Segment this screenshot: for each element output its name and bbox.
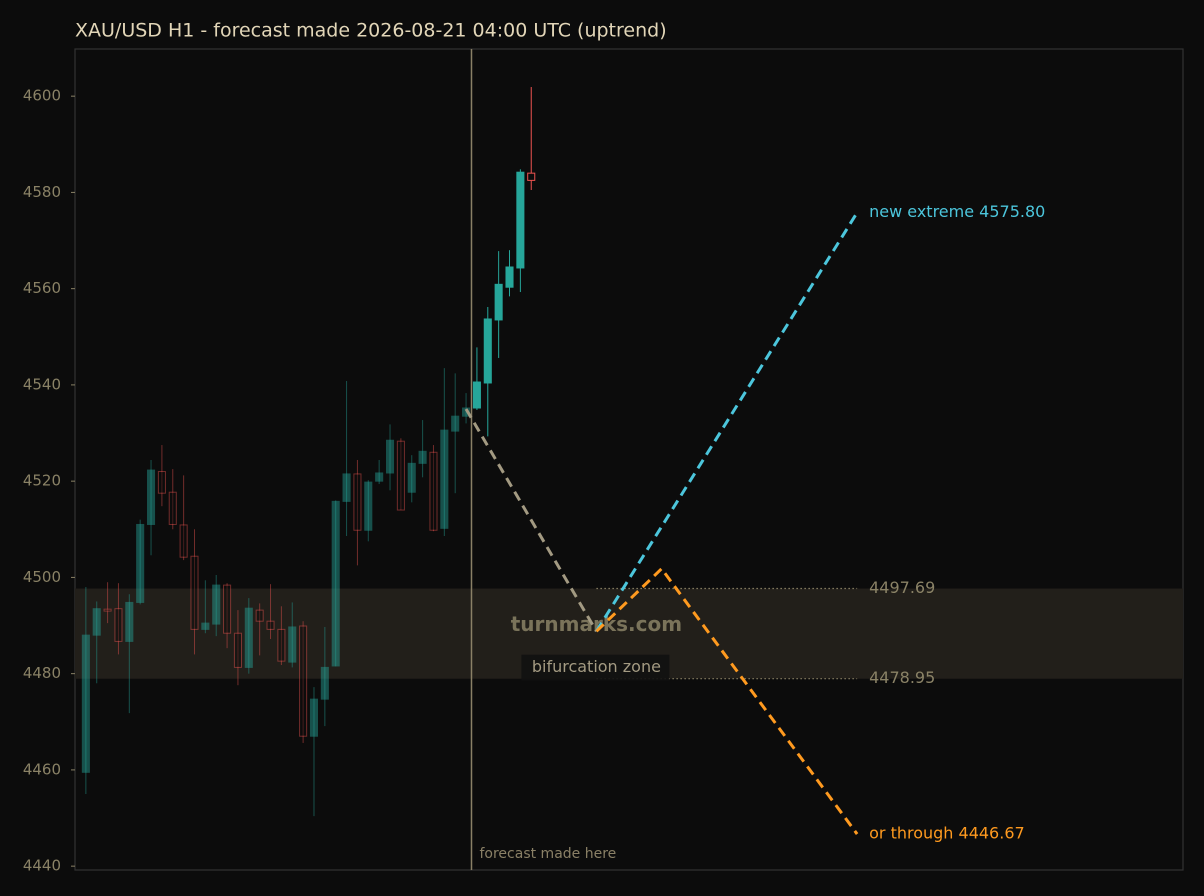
candle-body [277, 628, 286, 662]
candle-body [136, 523, 145, 603]
candle-body [255, 609, 264, 622]
candle-body [147, 469, 156, 525]
candle-body [190, 555, 199, 630]
candle-body [244, 607, 253, 668]
y-tick-label: 4440 [23, 857, 61, 875]
level-label: 4497.69 [869, 578, 935, 597]
y-tick-label: 4580 [23, 183, 61, 201]
candle-body [429, 451, 438, 531]
y-tick-label: 4480 [23, 664, 61, 682]
y-tick-label: 4500 [23, 568, 61, 586]
forecast-path [464, 408, 598, 633]
candle-body [353, 473, 362, 531]
candle-body [168, 491, 177, 525]
zone-label: bifurcation zone [532, 657, 661, 676]
candle-body [201, 622, 210, 630]
candle-body [516, 171, 525, 269]
candle-body [342, 473, 351, 502]
candle-body [527, 172, 536, 181]
candle-body [157, 471, 166, 494]
candle-body [375, 472, 384, 482]
candle-body [451, 415, 460, 432]
candle-body [385, 439, 395, 474]
y-tick-label: 4520 [23, 472, 61, 490]
candle-body [223, 584, 232, 634]
candle-body [309, 698, 319, 737]
candle-body [364, 481, 373, 531]
candle-body [396, 440, 405, 511]
candle-body [440, 429, 449, 529]
y-tick-label: 4460 [23, 760, 61, 778]
level-label: 4478.95 [869, 668, 935, 687]
chart-title: XAU/USD H1 - forecast made 2026-08-21 04… [75, 20, 667, 42]
candle-body [114, 608, 123, 642]
forecast-path [595, 566, 859, 835]
y-tick-label: 4540 [23, 375, 61, 393]
forecast-path [595, 211, 859, 633]
candle-body [212, 584, 221, 625]
forecast-label: forecast made here [479, 846, 616, 862]
candle-body [483, 318, 492, 384]
candle-body [92, 608, 101, 636]
y-tick-label: 4560 [23, 279, 61, 297]
candle-body [418, 450, 427, 464]
candle-body [233, 632, 242, 668]
y-tick-label: 4600 [23, 87, 61, 105]
candle-body [494, 283, 503, 321]
candle-body [505, 266, 514, 288]
candle-body [320, 666, 329, 700]
watermark: turnmarks.com [511, 612, 682, 636]
candle-body [299, 625, 308, 737]
candle-body [179, 524, 188, 558]
candle-body [472, 381, 481, 409]
candle-body [407, 462, 416, 493]
candle-body [81, 634, 90, 773]
path-label: or through 4446.67 [869, 824, 1025, 843]
candle-body [125, 601, 134, 642]
candle-body [266, 620, 275, 630]
candle-body [331, 500, 340, 667]
candle-body [288, 626, 297, 663]
zone-label-box [521, 654, 670, 681]
candle-body [103, 608, 112, 612]
path-label: new extreme 4575.80 [869, 202, 1045, 221]
plot-area [74, 48, 1184, 871]
